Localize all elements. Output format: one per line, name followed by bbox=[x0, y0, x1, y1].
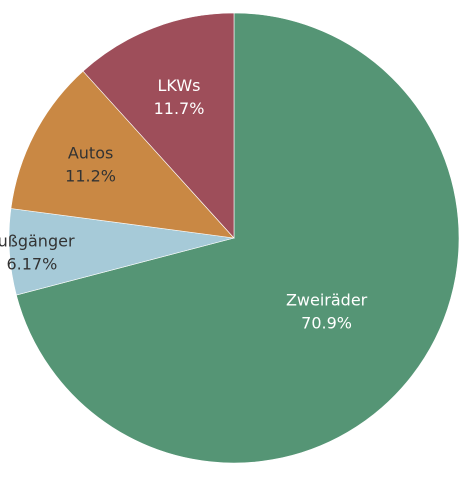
pie-slices bbox=[8, 12, 460, 464]
pie-labels: Zweiräder 70.9% Fußgänger 6.17% Autos 11.2% LK… bbox=[0, 76, 368, 332]
pie-slice bbox=[82, 12, 235, 239]
slice-value-label: 70.9% bbox=[301, 314, 352, 333]
slice-name-label: Zweiräder bbox=[286, 291, 368, 310]
slice-value-label: 11.2% bbox=[65, 167, 116, 186]
slice-value-label: 11.7% bbox=[154, 99, 205, 118]
slice-name-label: Autos bbox=[68, 144, 113, 163]
slice-name-label: Fußgänger bbox=[0, 232, 75, 251]
slice-value-label: 6.17% bbox=[6, 255, 57, 274]
pie-slice bbox=[15, 12, 460, 464]
slice-name-label: LKWs bbox=[158, 76, 201, 95]
pie-slice bbox=[10, 70, 235, 239]
